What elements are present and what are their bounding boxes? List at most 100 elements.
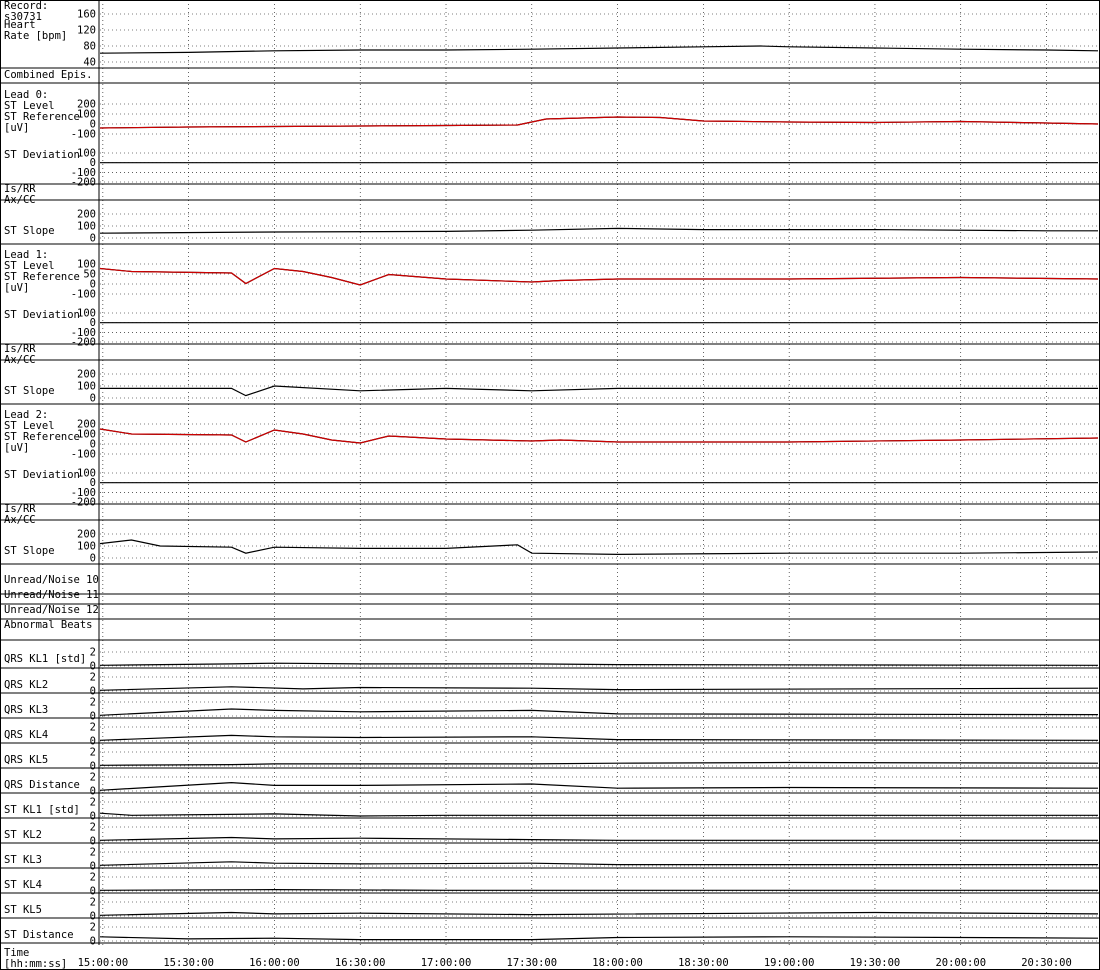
y-tick-label: 2 bbox=[90, 772, 96, 784]
section-label: QRS KL4 bbox=[4, 729, 48, 741]
section-17: Abnormal Beats bbox=[0, 619, 1100, 641]
section-label: [uV] bbox=[4, 122, 29, 134]
y-tick-label: 0 bbox=[90, 886, 96, 898]
series-qrs-distance bbox=[99, 781, 1099, 791]
y-tick-label: 0 bbox=[90, 786, 96, 798]
y-tick-label: 100 bbox=[77, 381, 96, 393]
series-st-slope bbox=[100, 385, 1098, 397]
section-label: ST Deviation bbox=[4, 469, 80, 481]
time-tick-label: 18:00:00 bbox=[592, 957, 643, 969]
section-21: QRS KL4 2 0 bbox=[0, 722, 1100, 748]
section-label: Rate [bpm] bbox=[4, 30, 67, 42]
section-label: Unread/Noise 10 bbox=[4, 574, 99, 586]
y-tick-label: 40 bbox=[83, 57, 96, 69]
section-label: Abnormal Beats bbox=[4, 619, 93, 631]
y-tick-label: 0 bbox=[90, 279, 96, 291]
series-st-slope bbox=[99, 227, 1098, 234]
y-tick-label: 100 bbox=[77, 259, 96, 271]
time-tick-label: 19:00:00 bbox=[764, 957, 815, 969]
time-axis-unit: [hh:mm:ss] bbox=[4, 958, 67, 970]
section-label: ST Deviation bbox=[4, 309, 80, 321]
section-label: Unread/Noise 11 bbox=[4, 589, 99, 601]
y-tick-label: 0 bbox=[90, 686, 96, 698]
time-tick-label: 15:00:00 bbox=[78, 957, 129, 969]
y-tick-label: 0 bbox=[90, 711, 96, 723]
series-st-kl2 bbox=[99, 836, 1098, 841]
section-label: ST Level bbox=[4, 420, 55, 432]
y-tick-label: 0 bbox=[90, 861, 96, 873]
y-tick-label: 100 bbox=[77, 308, 96, 320]
section-label: Combined Epis. bbox=[4, 69, 93, 81]
section-25: ST KL2 2 0 bbox=[0, 822, 1100, 848]
series-st-reference bbox=[99, 267, 1099, 286]
section-label: QRS KL1 [std] bbox=[4, 653, 86, 665]
y-tick-label: 100 bbox=[77, 429, 96, 441]
series-st-kl1 bbox=[99, 812, 1098, 817]
y-tick-label: 0 bbox=[90, 911, 96, 923]
y-tick-label: 0 bbox=[90, 157, 96, 169]
section-label: Lead 0: bbox=[4, 89, 48, 101]
section-label: ST Reference bbox=[4, 271, 80, 283]
series-st-slope bbox=[99, 539, 1099, 556]
y-tick-label: 0 bbox=[90, 477, 96, 489]
y-tick-label: 0 bbox=[90, 317, 96, 329]
section-label: Ax/CC bbox=[4, 354, 36, 366]
time-tick-label: 20:30:00 bbox=[1021, 957, 1072, 969]
section-label: ST Slope bbox=[4, 385, 55, 397]
section-label: Unread/Noise 12 bbox=[4, 604, 99, 616]
y-tick-label: 2 bbox=[90, 647, 96, 659]
y-tick-label: 2 bbox=[90, 847, 96, 859]
section-18: QRS KL1 [std] 2 0 bbox=[0, 647, 1100, 673]
time-tick-label: 20:00:00 bbox=[935, 957, 986, 969]
series-st-kl4 bbox=[99, 888, 1098, 891]
y-tick-label: 2 bbox=[90, 922, 96, 934]
y-tick-label: 200 bbox=[77, 209, 96, 221]
y-tick-label: -100 bbox=[71, 129, 96, 141]
section-14: Unread/Noise 10 bbox=[0, 574, 1100, 595]
y-tick-label: 0 bbox=[90, 119, 96, 131]
section-label: ST KL4 bbox=[4, 879, 42, 891]
y-tick-label: 0 bbox=[90, 736, 96, 748]
y-tick-label: 0 bbox=[90, 811, 96, 823]
series-st-distance bbox=[99, 936, 1099, 941]
y-tick-label: 2 bbox=[90, 722, 96, 734]
section-29: ST Distance 2 0 bbox=[0, 922, 1100, 948]
series-st-kl3 bbox=[99, 861, 1098, 866]
section-label: ST KL1 [std] bbox=[4, 804, 80, 816]
section-label: Ax/CC bbox=[4, 514, 36, 526]
y-tick-label: -200 bbox=[71, 497, 96, 509]
section-label: ST KL2 bbox=[4, 829, 42, 841]
y-tick-label: -200 bbox=[71, 177, 96, 189]
time-axis-label: Time bbox=[4, 947, 29, 959]
series-qrs-kl1 bbox=[99, 662, 1099, 666]
y-tick-label: 100 bbox=[77, 109, 96, 121]
section-27: ST KL4 2 0 bbox=[0, 872, 1100, 898]
section-label: QRS KL3 bbox=[4, 704, 48, 716]
y-tick-label: 2 bbox=[90, 697, 96, 709]
y-tick-label: 0 bbox=[90, 553, 96, 565]
record-label: Record: bbox=[4, 0, 48, 12]
y-tick-label: 0 bbox=[90, 439, 96, 451]
section-label: QRS KL2 bbox=[4, 679, 48, 691]
y-tick-label: 160 bbox=[77, 9, 96, 21]
y-tick-label: 200 bbox=[77, 529, 96, 541]
series-st-kl5 bbox=[99, 911, 1099, 916]
section-label: Heart bbox=[4, 19, 36, 31]
y-tick-label: 2 bbox=[90, 822, 96, 834]
section-label: ST Slope bbox=[4, 545, 55, 557]
section-label: Ax/CC bbox=[4, 194, 36, 206]
y-tick-label: 120 bbox=[77, 25, 96, 37]
section-23: QRS Distance 2 0 bbox=[0, 772, 1100, 798]
series-qrs-kl3 bbox=[99, 708, 1099, 716]
series-st-reference bbox=[99, 428, 1099, 444]
